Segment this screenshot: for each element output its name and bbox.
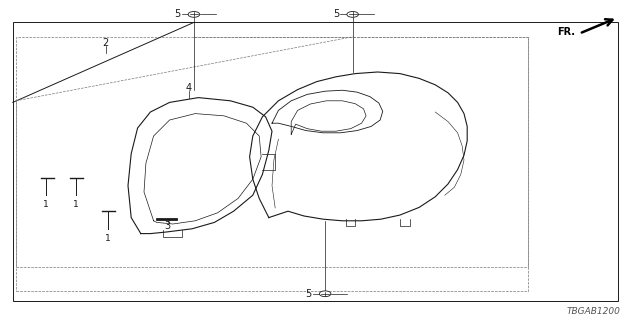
- Bar: [13, 22, 618, 301]
- Text: 5: 5: [305, 289, 312, 299]
- Text: 5: 5: [333, 9, 339, 20]
- Circle shape: [347, 12, 358, 17]
- Circle shape: [319, 291, 331, 297]
- Text: 3: 3: [164, 220, 171, 231]
- Text: 5: 5: [174, 9, 180, 20]
- Text: 2: 2: [102, 38, 109, 48]
- Text: 1: 1: [44, 200, 49, 209]
- Circle shape: [188, 12, 200, 17]
- Text: 4: 4: [186, 83, 192, 93]
- Text: TBGAB1200: TBGAB1200: [567, 308, 621, 316]
- Text: 1: 1: [73, 200, 78, 209]
- Text: FR.: FR.: [557, 27, 575, 37]
- Text: 1: 1: [105, 234, 110, 243]
- Bar: [16, 37, 528, 291]
